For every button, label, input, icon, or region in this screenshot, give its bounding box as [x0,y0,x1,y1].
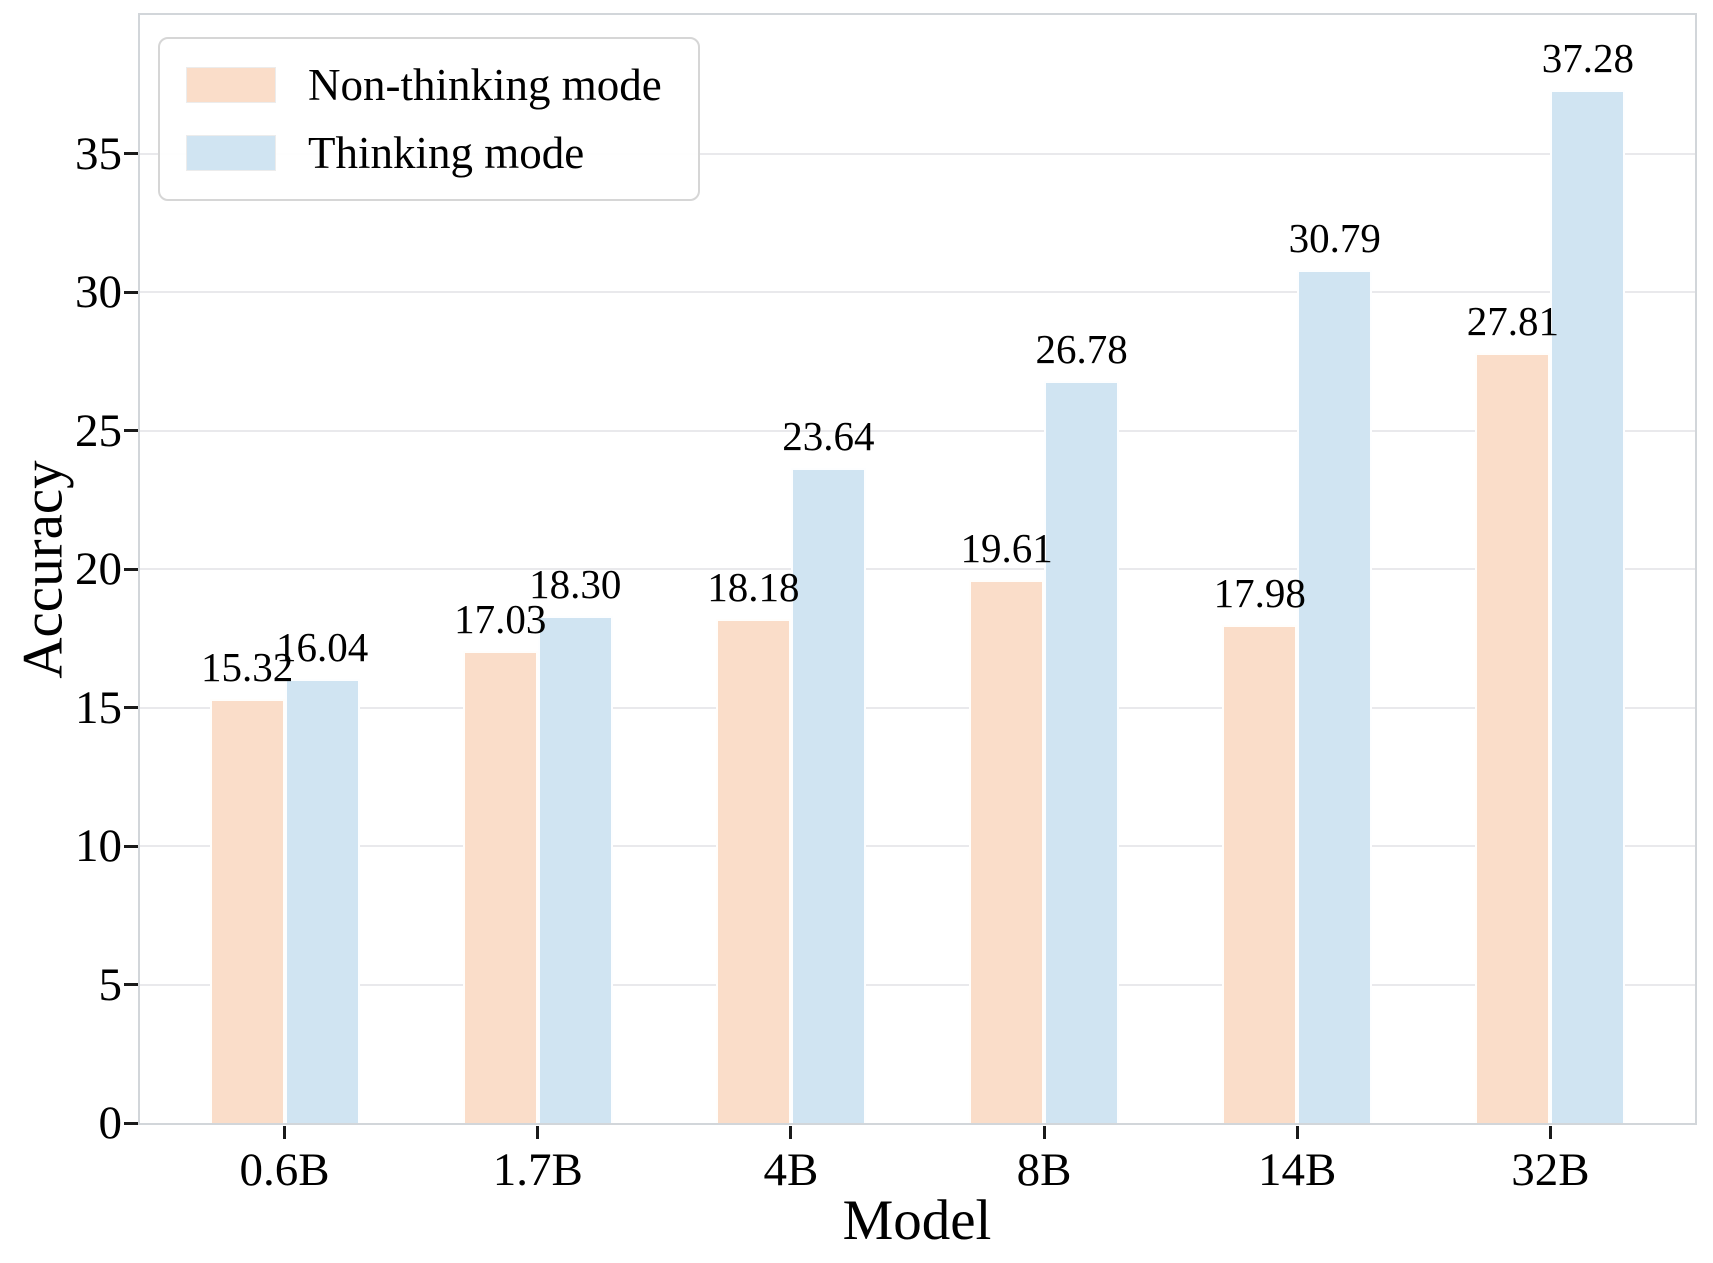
x-tick-label-4b: 4B [763,1144,819,1196]
x-tick-label-0-6b: 0.6B [239,1144,330,1196]
plot-area: 15.32 17.03 18.18 19.61 17.98 27.81 16.04 18.30… [138,13,1697,1125]
bar-thinking-mode-32b [1550,90,1626,1123]
y-tick-mark-15 [124,706,138,709]
legend-item-thinking-mode: Thinking mode [186,127,662,179]
bar-non-thinking-mode-32b [1475,352,1551,1123]
bar-thinking-mode-0-6b [284,678,360,1123]
bar-value-thinking-mode-0-6b: 16.04 [275,623,369,670]
legend-swatch-non-thinking-mode [186,67,276,103]
x-tick-label-1-7b: 1.7B [492,1144,583,1196]
y-tick-label-15: 15 [75,681,122,734]
legend-label-thinking-mode: Thinking mode [308,128,585,178]
legend-label-non-thinking-mode: Non-thinking mode [308,60,662,110]
bar-value-non-thinking-mode-8b: 19.61 [960,524,1053,571]
y-tick-mark-30 [124,290,138,294]
bar-non-thinking-mode-4b [715,619,791,1123]
y-tick-label-10: 10 [75,820,122,872]
y-tick-mark-5 [124,983,138,986]
bar-non-thinking-mode-14b [1222,624,1298,1123]
x-axis-label: Model [842,1189,992,1252]
legend: Non-thinking mode Thinking mode [158,37,700,201]
bar-value-thinking-mode-1-7b: 18.30 [529,561,622,608]
y-tick-mark-0 [124,1121,138,1125]
bar-value-thinking-mode-14b: 30.79 [1288,215,1381,262]
bar-value-thinking-mode-8b: 26.78 [1035,326,1128,373]
bar-value-non-thinking-mode-14b: 17.98 [1213,569,1306,616]
gridline-y-20 [140,568,1695,570]
legend-swatch-thinking-mode [186,135,276,171]
x-tick-mark-32b [1548,1126,1552,1139]
bar-value-non-thinking-mode-0-6b: 15.32 [200,643,294,690]
bar-thinking-mode-8b [1044,381,1120,1123]
x-tick-mark-14b [1295,1126,1299,1139]
bar-value-thinking-mode-32b: 37.28 [1541,35,1635,82]
bar-value-non-thinking-mode-1-7b: 17.03 [454,596,547,643]
x-tick-mark-8b [1042,1126,1046,1139]
bar-non-thinking-mode-0-6b [209,698,285,1123]
y-tick-label-30: 30 [75,266,122,318]
gridline-y-30 [140,291,1695,293]
y-tick-mark-10 [124,844,138,848]
bar-value-thinking-mode-4b: 23.64 [782,413,875,460]
y-tick-mark-35 [124,152,138,155]
y-axis-label: Accuracy [11,460,75,679]
bar-non-thinking-mode-1-7b [462,651,538,1123]
gridline-y-15 [140,706,1695,709]
x-tick-label-8b: 8B [1016,1144,1072,1196]
bar-thinking-mode-1-7b [537,616,613,1123]
bar-thinking-mode-4b [790,468,866,1123]
x-tick-mark-0-6b [283,1126,287,1139]
gridline-y-10 [140,845,1695,847]
gridline-y-25 [140,429,1695,432]
y-tick-label-0: 0 [98,1097,123,1149]
x-tick-label-14b: 14B [1258,1144,1337,1196]
y-tick-mark-25 [124,429,138,432]
legend-item-non-thinking-mode: Non-thinking mode [186,59,662,111]
y-tick-label-25: 25 [75,404,122,457]
gridline-y-5 [140,983,1695,986]
bar-value-non-thinking-mode-4b: 18.18 [707,564,800,611]
gridline-y-35 [140,152,1695,155]
x-tick-mark-1-7b [536,1126,540,1139]
bar-value-non-thinking-mode-32b: 27.81 [1466,297,1560,344]
bar-thinking-mode-14b [1297,270,1373,1123]
x-tick-mark-4b [789,1126,793,1139]
y-tick-label-20: 20 [75,543,122,595]
y-tick-label-35: 35 [75,127,122,180]
y-tick-mark-20 [124,567,138,571]
bar-non-thinking-mode-8b [969,579,1045,1123]
x-tick-label-32b: 32B [1511,1144,1590,1196]
y-tick-label-5: 5 [98,958,123,1011]
